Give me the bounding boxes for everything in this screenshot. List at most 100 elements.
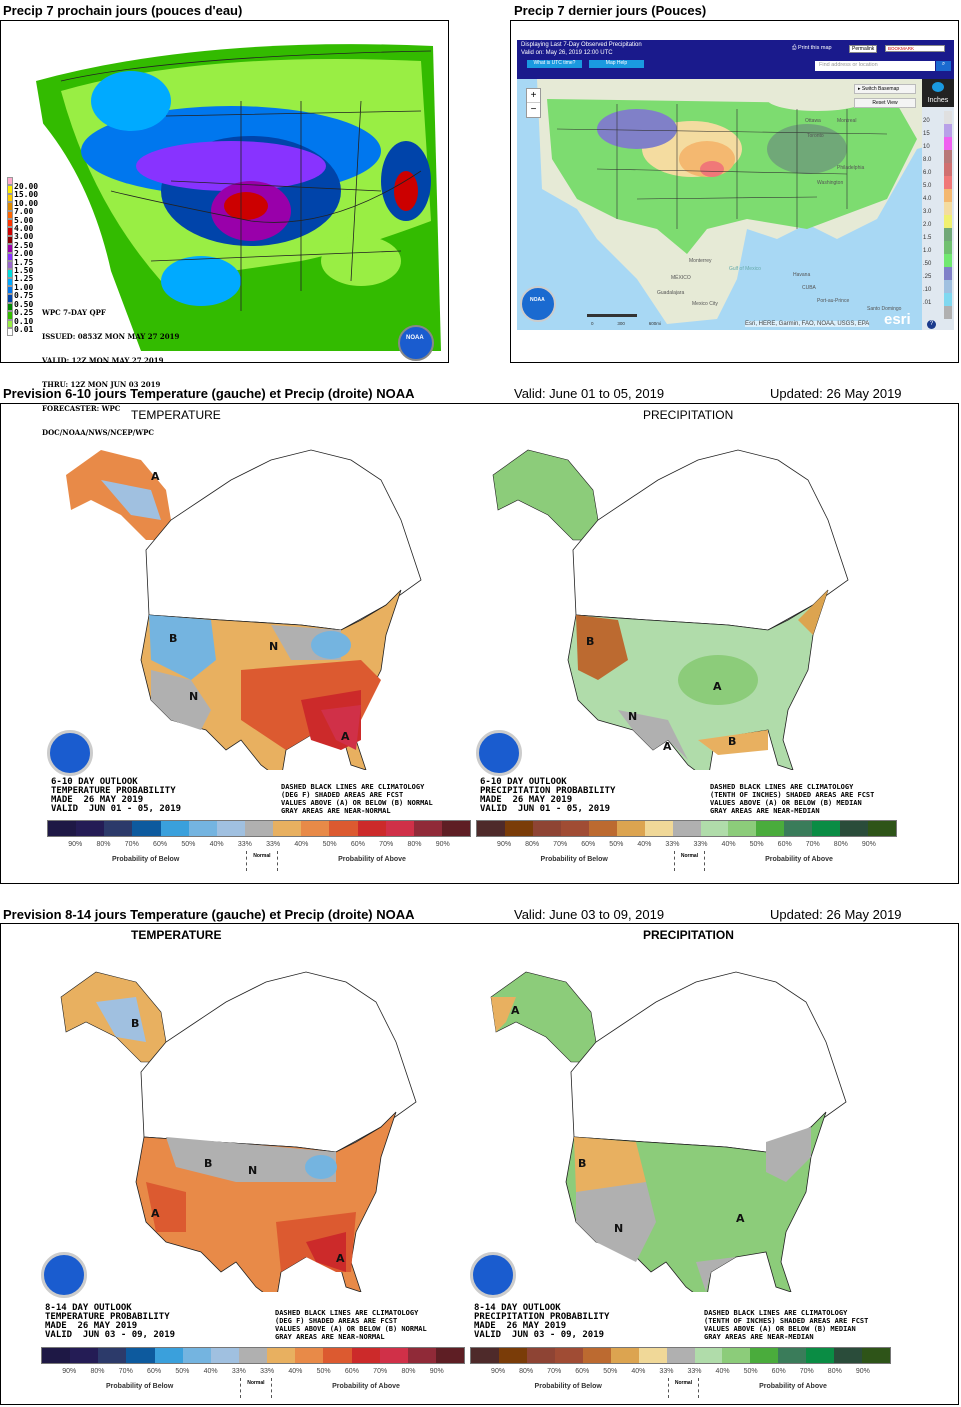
legend-tick-label: 33% [687,1368,702,1375]
zoom-in-button[interactable]: + [527,89,540,103]
svg-text:A: A [713,680,722,693]
precip-scale-swatch [944,163,952,176]
bookmark-button[interactable]: BOOKMARK [885,45,945,52]
probability-above-label: Probability of Above [332,1383,400,1390]
precip-outlook-note: DASHED BLACK LINES ARE CLIMATOLOGY (TENT… [710,783,875,815]
legend-color-bar [41,1347,465,1364]
temp-outlook-note: DASHED BLACK LINES ARE CLIMATOLOGY (DEG … [281,783,433,815]
map-attribution: Esri, HERE, Garmin, FAO, NOAA, USGS, EPA [745,321,870,327]
svg-text:B: B [169,632,177,645]
precip-scale-value: 10 [923,144,930,150]
print-label: Print this map [797,45,832,51]
qpf-legend-value: 5.00 [14,215,34,225]
legend-color-swatch [834,1348,863,1363]
location-search-input[interactable]: Find address or location [815,61,935,71]
legend-tick-label: 70% [799,1368,814,1375]
normal-label: Normal [667,1378,700,1398]
legend-color-swatch [441,821,471,836]
qpf-info-line: WPC 7-DAY QPF [42,308,106,317]
noaa-logo-icon [470,1252,516,1298]
legend-color-swatch [756,821,785,836]
legend-color-swatch [238,1348,268,1363]
utc-time-button[interactable]: What is UTC time? [527,60,582,68]
precip-scale-value: 3.0 [923,209,932,215]
place-label: Montreal [837,118,857,124]
qpf-info: WPC 7-DAY QPF ISSUED: 0853Z MON MAY 27 2… [42,293,179,453]
temperature-label: TEMPERATURE [131,928,222,942]
precip-scale-swatch [944,254,952,267]
precip-scale-value: 20 [923,118,930,124]
legend-color-swatch [498,1348,527,1363]
svg-text:A: A [663,740,672,753]
legend-color-swatch [840,821,869,836]
legend-tick-label: 60% [350,841,365,848]
qpf-info-line: THRU: 12Z MON JUN 03 2019 [42,380,161,389]
legend-tick-label: 50% [749,841,764,848]
legend-ticks: 90% 80% 70% 60% 50% 40% 33% 33% 40% 50% 60% 70% 80% 9… [61,841,457,848]
precip-scale-swatch [944,306,952,319]
legend-tick-label: 40% [631,1368,646,1375]
precip-scale-swatch [944,150,952,163]
scale-label: 600mi [648,321,661,326]
legend-color-swatch [323,1348,352,1363]
legend-color-swatch [477,821,505,836]
reset-view-button[interactable]: Reset View [854,98,916,108]
qpf-legend-value: 1.00 [14,282,34,292]
place-label: Port-au-Prince [817,298,850,304]
precip-scale-swatch [944,241,952,254]
legend-color-swatch [244,821,274,836]
legend-color-swatch [48,821,77,836]
legend-color-swatch [435,1348,465,1363]
legend-color-swatch [560,821,589,836]
legend-tick-label: 80% [407,841,422,848]
legend-tick-label: 33% [231,1368,246,1375]
precip-outlook-info: 8-14 DAY OUTLOOK PRECIPITATION PROBABILI… [474,1303,610,1340]
switch-basemap-button[interactable]: ▸ Switch Basemap [854,84,916,94]
precip-scale-swatch [944,228,952,241]
legend-tick-label: 90% [68,841,83,848]
legend-tick-label: 33% [266,841,281,848]
switch-basemap-label: Switch Basemap [861,86,900,92]
print-map-button[interactable]: ⎙ Print this map [792,45,832,52]
legend-ticks: 90% 80% 70% 60% 50% 40% 33% 33% 40% 50% 60% 70% 80% 9… [484,1368,877,1375]
precip-scale-value: 15 [923,131,930,137]
qpf-legend-swatch [7,185,13,194]
precip-scale-value: .10 [923,287,932,293]
permalink-button[interactable]: Permalink [849,45,878,53]
search-icon: ⌕ [941,61,946,67]
legend-color-swatch [666,1348,695,1363]
qpf-legend-swatch [7,193,13,203]
qpf-legend-value: 0.10 [14,316,34,326]
map-help-button[interactable]: Map Help [589,60,644,68]
scale-bar [587,314,637,317]
legend-color-swatch [210,1348,239,1363]
observed-precip-panel: Displaying Last 7-Day Observed Precipita… [510,20,959,363]
place-label: Havana [793,272,811,278]
legend-tick-label: 80% [90,1368,105,1375]
precip-scale-value: .25 [923,274,932,280]
probability-above-label: Probability of Above [759,1383,827,1390]
legend-tick-label: 33% [260,1368,275,1375]
svg-text:N: N [628,710,637,723]
normal-label: Normal [246,851,278,871]
legend-color-swatch [301,821,330,836]
probability-below-label: Probability of Below [112,856,180,863]
svg-text:A: A [341,730,350,743]
zoom-out-button[interactable]: − [530,104,537,115]
search-button[interactable]: ⌕ [936,61,951,71]
legend-color-swatch [407,1348,436,1363]
temp-8-14-map: B N A A B [60,971,417,1292]
qpf-legend-value: 15.00 [14,190,39,200]
legend-color-swatch [357,821,386,836]
legend-tick-label: 80% [827,1368,842,1375]
legend-color-swatch [610,1348,639,1363]
esri-map-app: Displaying Last 7-Day Observed Precipita… [517,40,954,330]
qpf-legend-swatch [7,311,13,320]
help-icon[interactable]: ? [927,320,936,329]
legend-tick-label: 40% [715,1368,730,1375]
qpf-legend-swatch [7,235,13,245]
legend-tick-label: 90% [855,1368,870,1375]
legend-tick-label: 60% [344,1368,359,1375]
qpf-legend-swatch [7,277,13,287]
legend-tick-label: 33% [237,841,252,848]
